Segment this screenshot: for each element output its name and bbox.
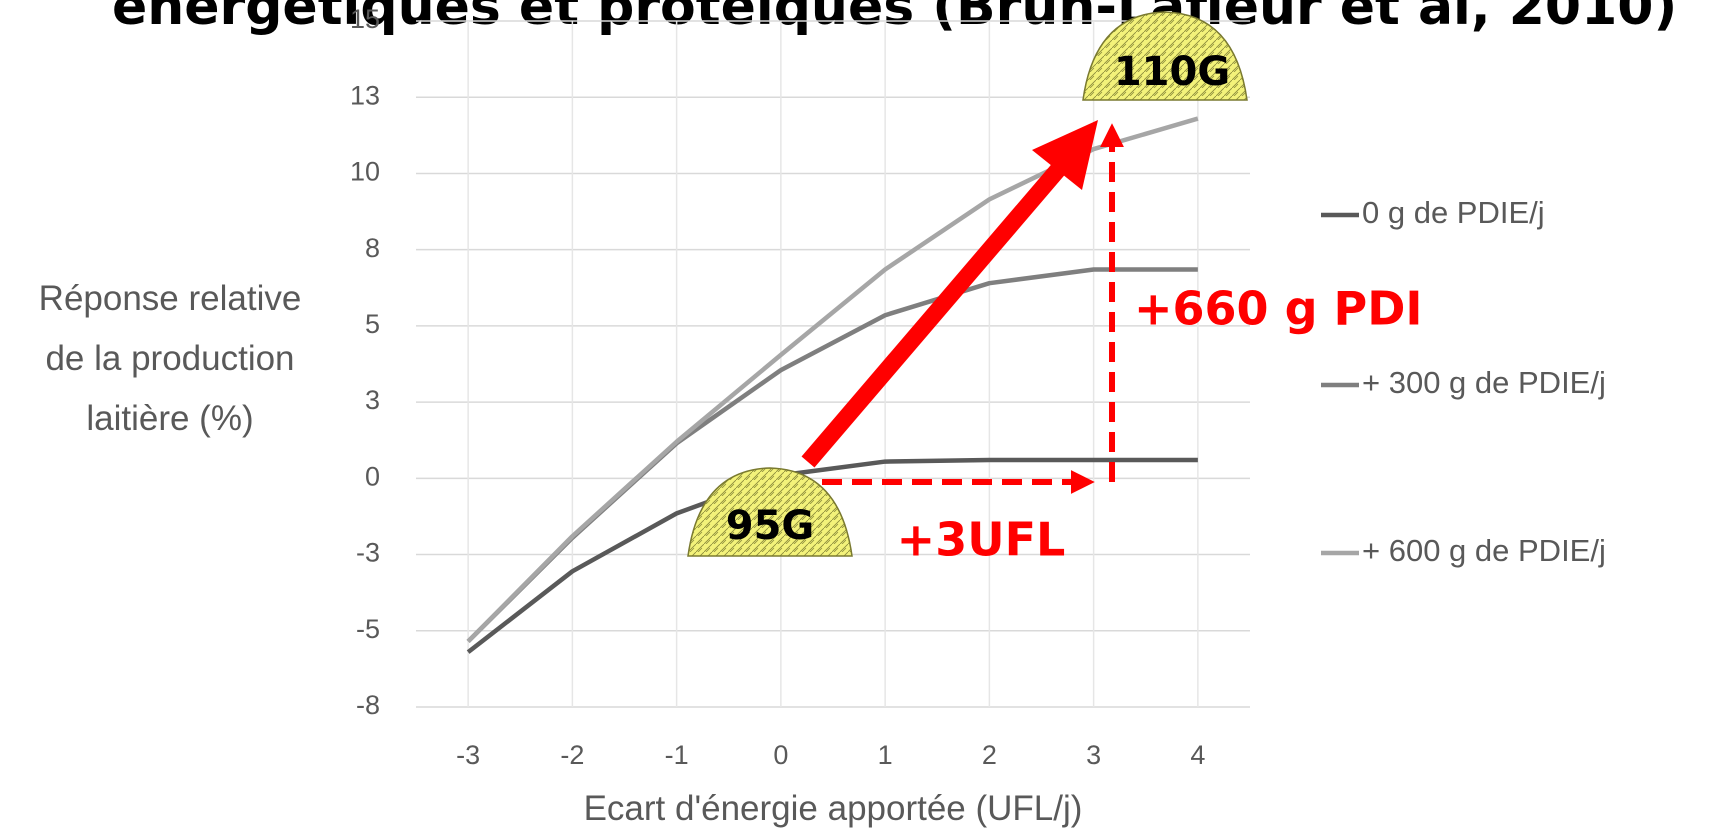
grid [416,20,1250,708]
x-tick-label: -1 [665,740,689,770]
x-tick-label: 3 [1086,740,1101,770]
y-tick-label: -8 [356,690,380,720]
legend-label: + 600 g de PDIE/j [1362,533,1606,568]
x-tick-label: 4 [1190,740,1205,770]
x-tick-label: 1 [878,740,893,770]
arrow-head [1032,120,1098,190]
y-tick-label: 5 [365,309,380,339]
y-axis-title-line: de la production [45,339,294,378]
hay-label: 95G [726,503,815,549]
y-tick-label: 13 [350,80,380,110]
protein-annotation: +660 g PDI [1134,282,1423,336]
legend-label: + 300 g de PDIE/j [1362,365,1606,400]
lines [466,116,1199,654]
y-tick-label: 15 [350,4,380,34]
y-axis-title-line: Réponse relative [39,279,302,318]
x-tick-label: 2 [982,740,997,770]
y-tick-label: 10 [350,157,380,187]
series-line [466,116,1199,644]
legend-label: 0 g de PDIE/j [1362,195,1545,230]
y-axis-title-line: laitière (%) [86,399,253,438]
hay-label: 110G [1114,49,1230,95]
chart-title: énergétiques et protéiques (Brun-Lafleur… [112,0,1677,37]
series-line [466,457,1198,654]
y-tick-label: -5 [356,614,380,644]
y-tick-label: -3 [356,538,380,568]
y-tick-label: 8 [365,233,380,263]
x-tick-label: -2 [560,740,584,770]
x-tick-label: 0 [773,740,788,770]
y-tick-label: 0 [365,461,380,491]
x-tick-label: -3 [456,740,480,770]
energy-annotation: +3UFL [897,513,1066,567]
energy-protein-arrow [801,152,1075,468]
x-axis-title: Ecart d'énergie apportée (UFL/j) [584,789,1083,828]
hay-pile [687,467,853,557]
y-tick-label: 3 [365,385,380,415]
hay-pile [1082,11,1248,101]
